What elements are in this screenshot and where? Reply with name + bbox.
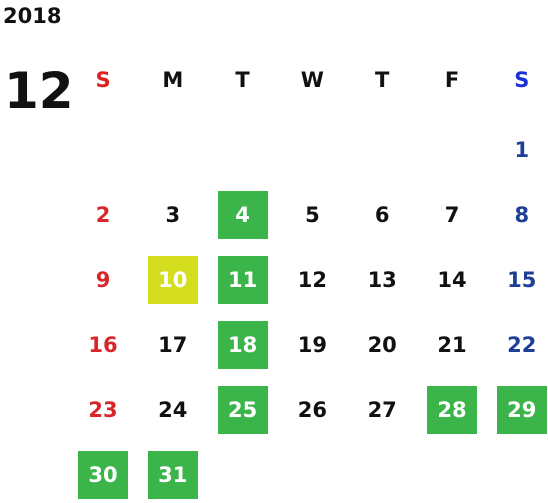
highlighted-day[interactable]: 25 — [217, 386, 268, 434]
highlighted-day[interactable]: 10 — [147, 256, 198, 304]
weekday: T — [375, 68, 390, 92]
day[interactable]: 7 — [444, 203, 460, 227]
weekday: F — [444, 68, 460, 92]
day[interactable]: 24 — [158, 398, 188, 422]
weekday: S — [514, 68, 530, 92]
day[interactable]: 20 — [367, 333, 397, 357]
highlighted-day[interactable]: 31 — [147, 451, 198, 499]
day[interactable]: 15 — [507, 268, 537, 292]
day[interactable]: 27 — [367, 398, 397, 422]
highlighted-day[interactable]: 29 — [496, 386, 547, 434]
day[interactable]: 14 — [437, 268, 467, 292]
month: 12 — [4, 62, 74, 120]
weekday: W — [300, 68, 324, 92]
day[interactable]: 3 — [165, 203, 181, 227]
day[interactable]: 1 — [514, 138, 530, 162]
day[interactable]: 17 — [158, 333, 188, 357]
highlighted-day[interactable]: 4 — [217, 191, 268, 239]
day[interactable]: 13 — [367, 268, 397, 292]
highlighted-day[interactable]: 11 — [217, 256, 268, 304]
day[interactable]: 5 — [305, 203, 320, 227]
day[interactable]: 23 — [88, 398, 118, 422]
day[interactable]: 26 — [297, 398, 327, 422]
weekday: M — [162, 68, 184, 92]
day[interactable]: 2 — [95, 203, 111, 227]
day[interactable]: 8 — [514, 203, 530, 227]
year: 2018 — [3, 4, 62, 28]
weekday: S — [95, 68, 111, 92]
weekday: T — [235, 68, 250, 92]
day[interactable]: 16 — [88, 333, 118, 357]
day[interactable]: 22 — [507, 333, 537, 357]
day[interactable]: 21 — [437, 333, 467, 357]
day[interactable]: 19 — [297, 333, 327, 357]
highlighted-day[interactable]: 18 — [217, 321, 268, 369]
highlighted-day[interactable]: 30 — [78, 451, 128, 499]
day[interactable]: 12 — [297, 268, 327, 292]
day[interactable]: 6 — [374, 203, 390, 227]
day[interactable]: 9 — [95, 268, 111, 292]
highlighted-day[interactable]: 28 — [427, 386, 477, 434]
